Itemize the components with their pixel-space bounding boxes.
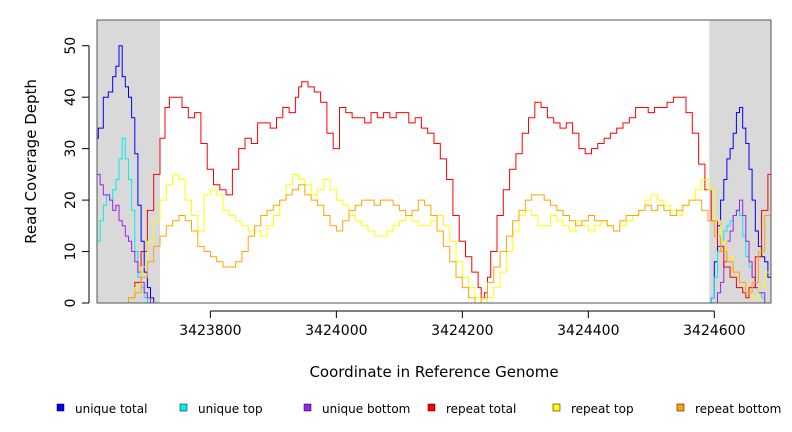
series-lines: [97, 45, 772, 304]
series-line-repeat-top: [97, 173, 772, 304]
y-tick-label-0: 0: [63, 299, 79, 308]
series-line-repeat-bottom: [97, 179, 772, 304]
x-tick-label-3424000: 3424000: [305, 323, 367, 339]
x-tick-label-3424400: 3424400: [557, 323, 619, 339]
legend-label-unique-total: unique total: [75, 402, 147, 416]
y-tick-label-10: 10: [63, 243, 79, 261]
legend-label-repeat-top: repeat top: [571, 402, 634, 416]
x-tick-label-3424200: 3424200: [431, 323, 493, 339]
legend-swatch-unique-total: [56, 403, 65, 412]
legend: unique total unique top unique bottom repea…: [56, 402, 781, 416]
legend-label-repeat-bottom: repeat bottom: [695, 402, 781, 416]
y-axis-title: Read Coverage Depth: [22, 79, 40, 244]
legend-swatch-repeat-top: [552, 403, 561, 412]
y-axis: 0 10 20 30 40 50: [63, 37, 90, 308]
legend-label-unique-top: unique top: [198, 402, 263, 416]
y-tick-label-50: 50: [63, 37, 79, 55]
y-tick-label-30: 30: [63, 140, 79, 158]
x-tick-label-3424600: 3424600: [683, 323, 745, 339]
legend-label-repeat-total: repeat total: [446, 402, 516, 416]
y-tick-label-40: 40: [63, 88, 79, 106]
plot-frame: [96, 19, 772, 304]
legend-swatch-unique-bottom: [303, 403, 312, 412]
legend-label-unique-bottom: unique bottom: [322, 402, 410, 416]
legend-swatch-repeat-bottom: [676, 403, 685, 412]
shaded-regions: [97, 20, 771, 303]
y-tick-label-20: 20: [63, 191, 79, 209]
legend-swatch-unique-top: [179, 403, 188, 412]
x-axis: 3423800 3424000 3424200 3424400 3424600: [179, 310, 745, 339]
shaded-region-2: [709, 20, 771, 303]
x-tick-label-3423800: 3423800: [179, 323, 241, 339]
legend-swatch-repeat-total: [427, 403, 436, 412]
series-line-unique-total: [97, 45, 772, 304]
series-line-repeat-total: [97, 81, 772, 304]
x-axis-title: Coordinate in Reference Genome: [309, 363, 558, 381]
